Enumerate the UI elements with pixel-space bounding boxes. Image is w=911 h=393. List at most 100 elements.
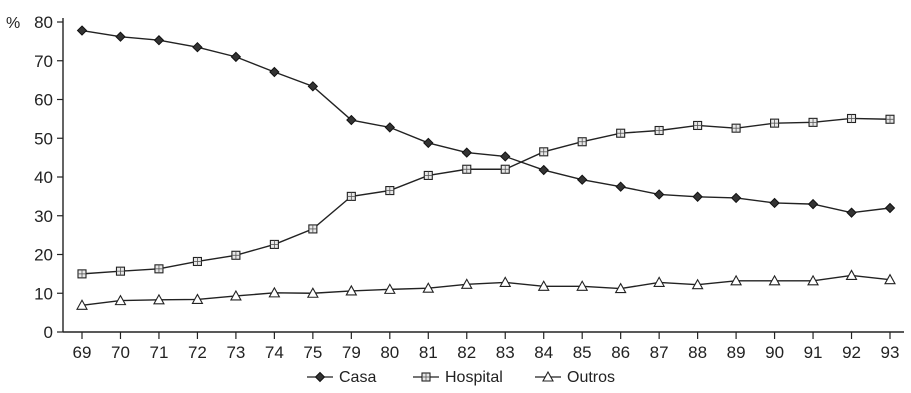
data-point-outros <box>306 287 319 298</box>
data-point-casa <box>230 51 242 63</box>
series-casa <box>76 25 896 218</box>
data-point-casa <box>269 66 280 78</box>
data-point-hospital <box>654 125 664 136</box>
data-point-casa <box>692 191 703 202</box>
legend-label-hospital: Hospital <box>445 369 503 386</box>
y-tick-label: 50 <box>34 129 53 148</box>
data-point-casa <box>846 207 857 218</box>
y-tick-label: 80 <box>34 13 53 32</box>
data-point-casa <box>153 35 165 46</box>
legend-label-outros: Outros <box>567 369 615 386</box>
y-tick-label: 40 <box>34 168 53 187</box>
data-point-outros <box>114 294 127 306</box>
x-tick-label: 90 <box>765 343 784 362</box>
data-point-hospital <box>577 137 587 147</box>
data-point-casa <box>76 25 88 36</box>
legend-item-hospital: Hospital <box>413 369 503 386</box>
data-point-hospital <box>693 120 703 131</box>
data-point-casa <box>307 81 319 92</box>
data-point-hospital <box>346 191 356 201</box>
y-tick-label: 60 <box>34 91 53 110</box>
data-point-hospital <box>231 250 241 260</box>
data-point-casa <box>384 122 396 133</box>
x-tick-label: 82 <box>457 343 476 362</box>
legend: Casa Hospital Outros <box>307 369 615 386</box>
data-point-hospital <box>385 186 395 196</box>
x-tick-label: 71 <box>149 343 168 362</box>
x-tick-label: 84 <box>534 343 553 362</box>
series-line-casa <box>81 29 891 214</box>
data-point-outros <box>460 278 473 289</box>
legend-label-casa: Casa <box>339 369 376 386</box>
data-point-casa <box>115 31 126 42</box>
series-hospital <box>77 113 895 279</box>
data-point-casa <box>576 174 588 185</box>
y-tick-label: 10 <box>34 284 53 303</box>
data-point-outros <box>691 278 704 290</box>
legend-marker-casa <box>314 371 326 383</box>
x-tick-label: 83 <box>496 343 515 362</box>
y-tick-label: 20 <box>34 246 53 265</box>
legend-item-outros: Outros <box>535 369 615 386</box>
data-point-hospital <box>462 164 472 174</box>
data-point-casa <box>423 137 434 149</box>
data-point-hospital <box>500 164 510 174</box>
x-tick-label: 89 <box>727 343 746 362</box>
data-point-hospital <box>115 266 126 276</box>
data-point-hospital <box>808 117 818 127</box>
x-tick-label: 88 <box>688 343 707 362</box>
x-tick-label: 75 <box>303 343 322 362</box>
series-line-hospital <box>81 117 891 275</box>
data-point-outros <box>345 284 358 296</box>
x-tick-label: 80 <box>380 343 399 362</box>
x-tick-label: 69 <box>73 343 92 362</box>
y-unit-label: % <box>6 15 20 32</box>
data-point-outros <box>614 282 627 294</box>
data-point-casa <box>769 197 780 209</box>
data-point-outros <box>191 293 204 305</box>
data-point-casa <box>192 41 203 53</box>
data-point-casa <box>807 198 819 210</box>
x-tick-label: 93 <box>881 343 900 362</box>
series-layer <box>76 25 896 310</box>
x-tick-label: 87 <box>650 343 669 362</box>
data-point-hospital <box>308 224 318 234</box>
data-point-hospital <box>616 128 626 138</box>
data-point-outros <box>537 280 550 291</box>
x-tick-label: 73 <box>226 343 245 362</box>
data-point-casa <box>884 202 896 214</box>
x-tick-label: 92 <box>842 343 861 362</box>
data-point-outros <box>268 286 281 298</box>
data-point-casa <box>730 192 742 204</box>
data-point-casa <box>653 189 665 200</box>
data-point-hospital <box>885 114 895 124</box>
data-point-hospital <box>269 239 279 249</box>
x-tick-label: 79 <box>342 343 361 362</box>
data-point-outros <box>383 283 396 294</box>
data-point-hospital <box>539 147 549 157</box>
data-point-hospital <box>846 113 857 124</box>
legend-item-casa: Casa <box>307 369 376 386</box>
data-point-casa <box>615 181 626 192</box>
data-point-outros <box>76 299 88 310</box>
data-point-casa <box>346 114 357 126</box>
data-point-outros <box>807 274 819 286</box>
data-point-outros <box>768 274 781 286</box>
legend-marker-outros <box>542 370 554 382</box>
data-point-hospital <box>731 123 741 133</box>
data-point-hospital <box>770 118 780 128</box>
data-point-hospital <box>77 269 87 279</box>
data-point-outros <box>884 273 896 285</box>
data-point-outros <box>229 289 242 301</box>
x-tick-label: 72 <box>188 343 207 362</box>
data-point-outros <box>845 269 858 280</box>
x-tick-label: 74 <box>265 343 284 362</box>
x-tick-label: 86 <box>611 343 630 362</box>
x-tick-label: 81 <box>419 343 438 362</box>
series-outros <box>76 269 896 310</box>
x-tick-label: 85 <box>573 343 592 362</box>
y-tick-label: 0 <box>44 323 53 342</box>
axes: 0 10 20 30 40 50 60 70 80 69 70 71 72 73 74 75 79 80 81 82 8… <box>34 13 904 362</box>
